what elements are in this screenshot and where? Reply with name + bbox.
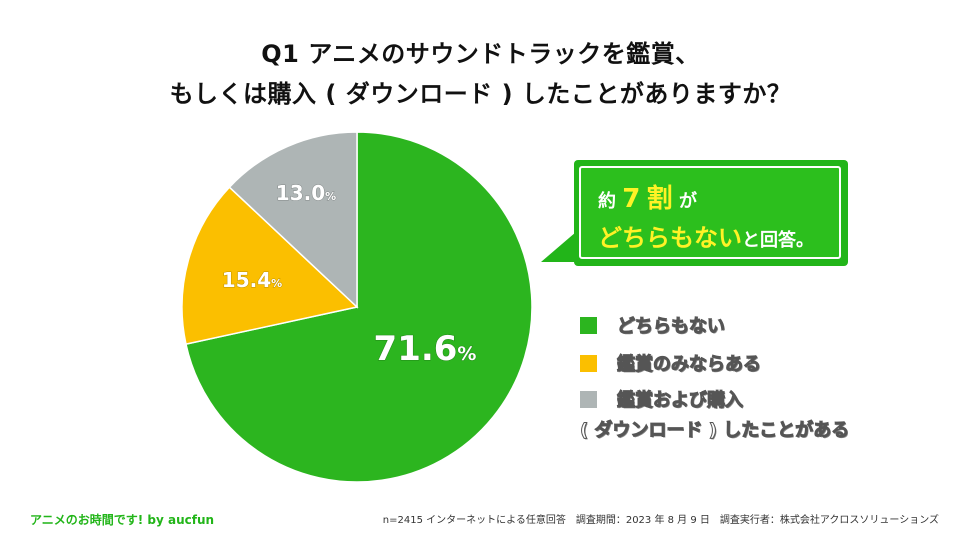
callout-inner [579, 166, 841, 259]
callout-line1: 約 7 割 が [598, 178, 697, 215]
pie-slice-listen-and-buy [228, 131, 358, 309]
legend-item-listen-only: 鑑賞のみならある [580, 350, 762, 380]
page-title-line1: Q1 アニメのサウンドトラックを鑑賞、 [261, 40, 700, 68]
footer-note: n=2415 インターネットによる任意回答 調査期間：2023 年 8 月 9 … [382, 515, 939, 526]
callout-suffix: 割 [646, 184, 673, 214]
legend-item-listen-and-buy: 鑑賞および購入 ( ダウンロード ) したことがある [579, 386, 850, 446]
callout-number: 7 [622, 184, 641, 214]
pie-slice-none [185, 131, 533, 483]
pie-value-label: 71.6% [374, 329, 477, 369]
footer-brand: アニメのお時間です! by aucfun [30, 513, 215, 527]
legend-swatch [580, 317, 597, 334]
callout-highlight: どちらもない [598, 224, 742, 252]
legend-label: 鑑賞のみならある [617, 354, 762, 376]
pie-slice-listen-only [181, 186, 359, 345]
page-title-line2: もしくは購入 ( ダウンロード ) したことがありますか？ [169, 80, 792, 108]
legend-label-line2: ( ダウンロード ) したことがある [579, 420, 850, 442]
pie-value-label: 15.4% [222, 268, 282, 292]
pie-value-label: 13.0% [276, 181, 336, 205]
callout-line2: どちらもないと回答。 [598, 218, 814, 253]
legend-label: 鑑賞および購入 [616, 390, 743, 412]
callout-tail: と回答。 [742, 230, 814, 251]
legend-label: どちらもない [617, 316, 726, 338]
callout-particle: が [678, 191, 697, 212]
legend-swatch [580, 355, 597, 372]
callout-pre: 約 [598, 191, 616, 212]
legend-swatch [580, 391, 597, 408]
legend-item-none: どちらもない [580, 312, 726, 342]
